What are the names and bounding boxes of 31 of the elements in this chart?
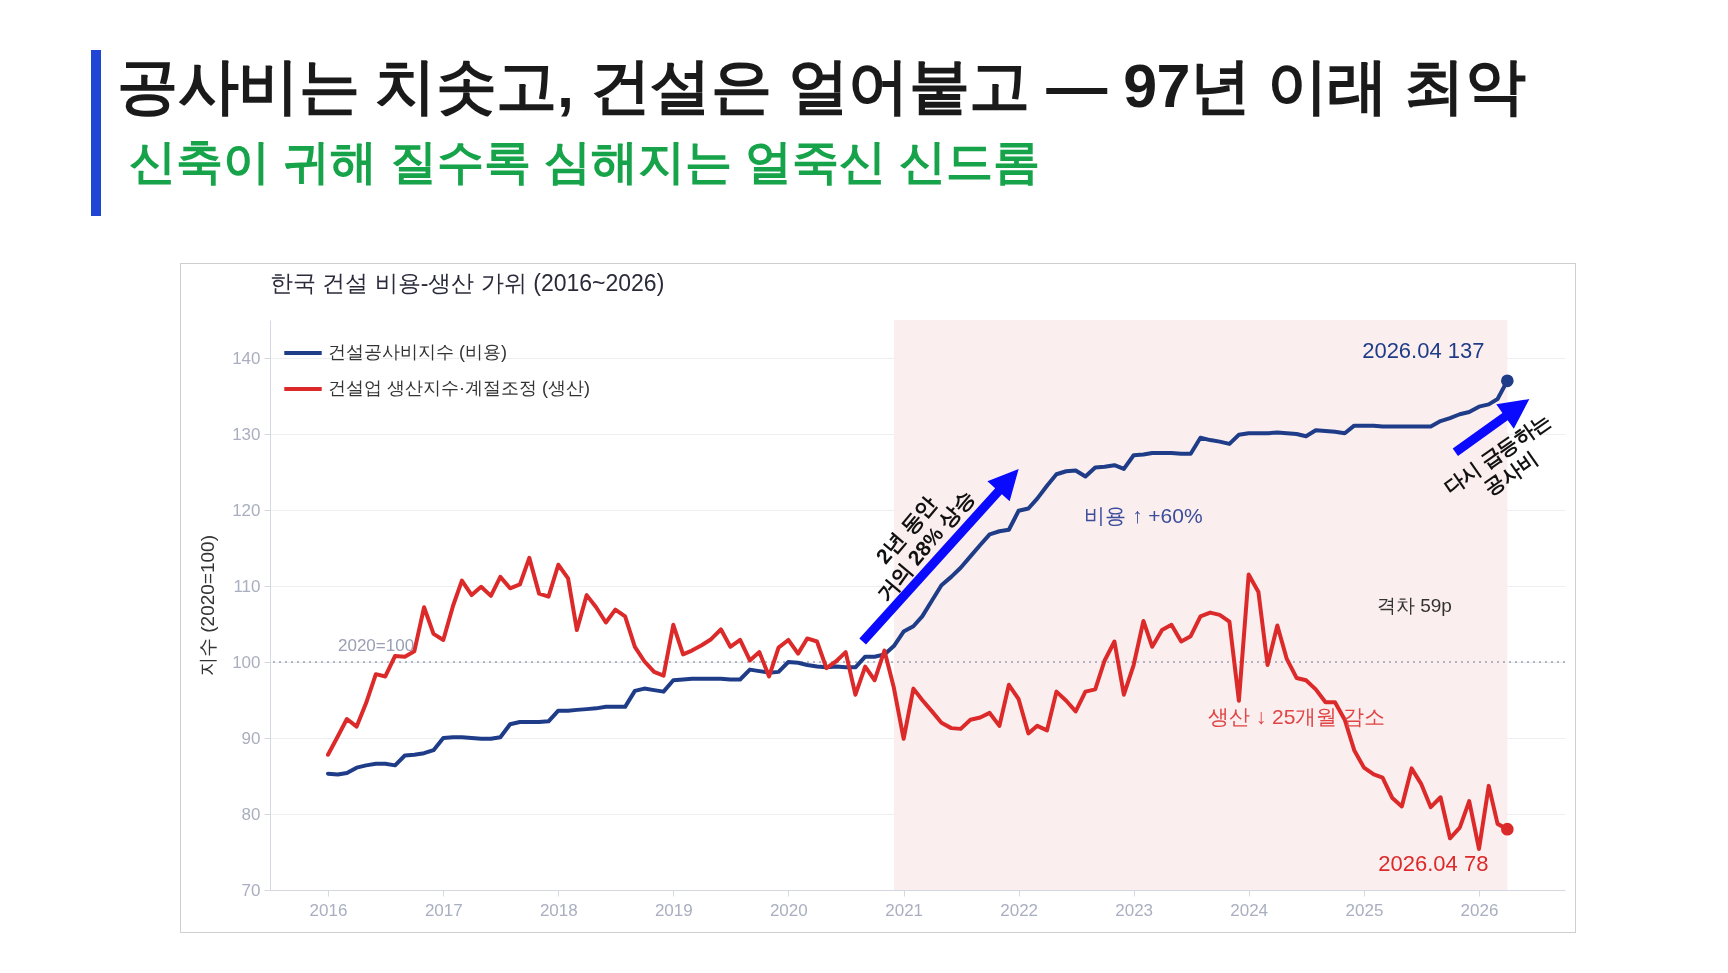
y-tick-label: 100 [232, 652, 261, 672]
annotation: 2026.04 137 [1362, 337, 1485, 363]
y-tick-label: 130 [232, 424, 261, 444]
chart-title: 공사비는 치솟고, 건설은 얼어붙고 — 97년 이래 최악 [117, 51, 1526, 122]
legend-label: 건설공사비지수 (비용) [328, 342, 507, 362]
y-tick-label: 120 [232, 500, 261, 520]
x-tick-label: 2016 [309, 900, 348, 920]
x-tick-label: 2020 [769, 900, 808, 920]
x-tick-label: 2026 [1460, 900, 1499, 920]
ref-line-label: 2020=100 [338, 636, 415, 655]
legend-label: 건설업 생산지수·계절조정 (생산) [328, 378, 590, 398]
x-tick-label: 2019 [654, 900, 693, 920]
x-tick-label: 2017 [424, 900, 463, 920]
x-tick-label: 2023 [1115, 900, 1154, 920]
text: 한국 건설 비용-생산 가위 (2016~2026) [270, 270, 665, 296]
annotation: 비용 ↑ +60% [1084, 503, 1203, 527]
x-tick-label: 2024 [1230, 900, 1269, 920]
y-tick-label: 90 [241, 728, 261, 748]
annotation: 생산 ↓ 25개월 감소 [1207, 705, 1386, 729]
y-tick-label: 140 [232, 348, 261, 368]
y-tick-label: 80 [241, 804, 261, 824]
x-tick-label: 2022 [1000, 900, 1039, 920]
x-tick-label: 2021 [885, 900, 924, 920]
x-tick-label: 2025 [1345, 900, 1384, 920]
annotation: 격차 59p [1376, 594, 1452, 616]
annotation: 2026.04 78 [1378, 851, 1489, 877]
y-axis-title: 지수 (2020=100) [197, 535, 219, 676]
y-tick-label: 70 [241, 880, 261, 900]
chart-subtitle: 신축이 귀해 질수록 심해지는 얼죽신 신드롬 [129, 134, 1042, 190]
y-tick-label: 110 [233, 576, 261, 596]
x-tick-label: 2018 [539, 900, 578, 920]
